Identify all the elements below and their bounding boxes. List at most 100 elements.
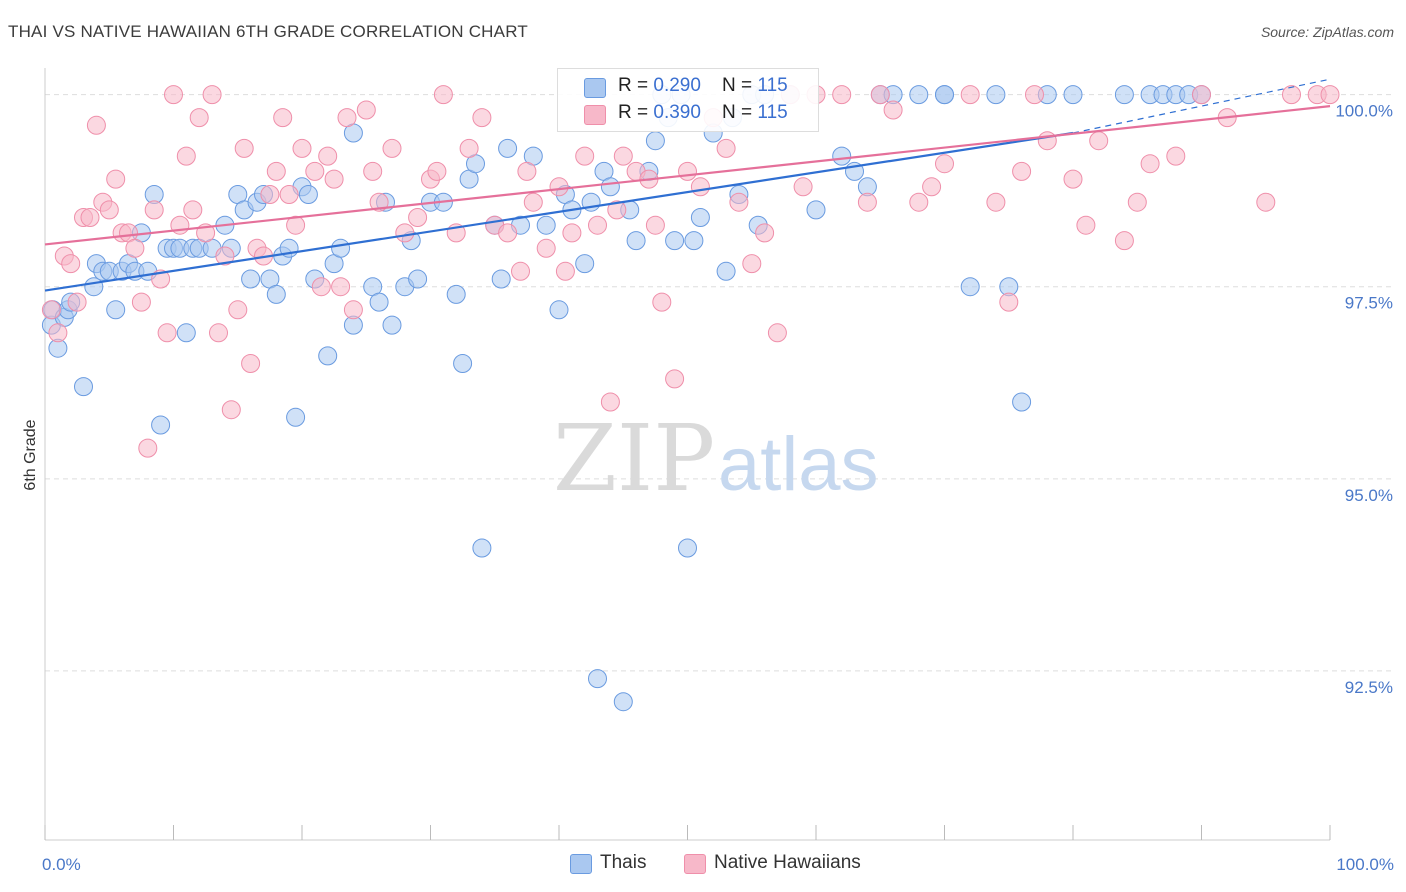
hawaiians-swatch <box>584 105 606 125</box>
hawaiians-point <box>1089 131 1109 151</box>
thais-point <box>286 407 306 427</box>
hawaiians-point <box>999 292 1019 312</box>
legend-thais-swatch <box>570 854 592 874</box>
hawaiians-point <box>498 223 518 243</box>
thais-point <box>318 346 338 366</box>
hawaiians-point <box>318 146 338 166</box>
hawaiians-point <box>549 177 569 197</box>
thais-point <box>453 354 473 373</box>
hawaiians-point <box>600 392 620 412</box>
hawaiians-point <box>716 138 736 158</box>
hawaiians-point <box>1256 192 1276 212</box>
chart-title: THAI VS NATIVE HAWAIIAN 6TH GRADE CORREL… <box>8 22 528 41</box>
hawaiians-r-label: R = <box>618 102 654 123</box>
hawaiians-point <box>1140 154 1160 174</box>
thais-point <box>716 261 736 281</box>
hawaiians-point <box>1192 85 1211 105</box>
thais-r-value: 0.290 <box>653 75 701 96</box>
thais-n-value: 115 <box>757 75 788 96</box>
hawaiians-point <box>260 185 280 204</box>
hawaiians-point <box>1037 131 1057 151</box>
hawaiians-point <box>234 138 254 158</box>
watermark-zip: ZIP <box>553 405 715 512</box>
hawaiians-point <box>382 138 402 158</box>
hawaiians-point <box>1166 146 1186 166</box>
hawaiians-point <box>755 223 775 243</box>
thais-point <box>909 85 929 105</box>
hawaiians-point <box>41 300 61 320</box>
hawaiians-point <box>273 108 293 128</box>
axis-layer: 100.0% 97.5% 95.0% 92.5% <box>44 68 1393 841</box>
hawaiians-point <box>324 169 344 189</box>
hawaiians-point <box>221 400 241 420</box>
hawaiians-point <box>678 161 697 181</box>
hawaiians-point <box>67 292 87 312</box>
hawaiians-point <box>665 369 685 389</box>
thais-point <box>549 300 569 320</box>
hawaiians-point <box>343 300 363 320</box>
hawaiians-point <box>562 223 582 243</box>
hawaiians-point <box>48 323 68 343</box>
thais-point <box>678 538 697 558</box>
y-tick-label: 97.5% <box>1345 294 1393 313</box>
hawaiians-point <box>144 200 164 220</box>
hawaiians-n-label: N = <box>722 102 758 123</box>
hawaiians-point <box>883 100 903 120</box>
thais-point <box>298 185 318 204</box>
x-tick-right: 100.0% <box>1336 855 1394 874</box>
hawaiians-r-value: 0.390 <box>653 102 701 123</box>
x-tick-left: 0.0% <box>42 855 81 874</box>
hawaiians-point <box>86 115 106 135</box>
thais-point <box>74 377 93 397</box>
hawaiians-point <box>356 100 376 120</box>
hawaiians-point <box>607 200 627 220</box>
hawaiians-point <box>106 169 126 189</box>
trend-layer <box>44 78 1331 292</box>
hawaiians-point <box>690 177 710 197</box>
series-legend: Thais Native Hawaiians <box>0 852 1406 878</box>
y-tick-label: 92.5% <box>1345 678 1393 697</box>
hawaiians-point <box>337 108 357 128</box>
hawaiians-point <box>555 261 575 281</box>
hawaiians-point <box>645 215 665 235</box>
hawaiians-point <box>305 161 325 181</box>
thais-point <box>690 208 710 227</box>
thais-point <box>106 300 126 320</box>
grid-layer <box>45 94 1393 672</box>
thais-point <box>1114 85 1134 105</box>
thais-point <box>446 284 466 304</box>
thais-point <box>665 231 685 251</box>
hawaiians-point <box>935 154 954 174</box>
watermark-atlas: atlas <box>718 422 879 507</box>
hawaiians-point <box>241 354 261 373</box>
hawaiians-point <box>857 192 877 212</box>
hawaiians-point <box>164 85 183 105</box>
hawaiians-point <box>459 138 479 158</box>
hawaiians-point <box>189 108 209 128</box>
hawaiians-point <box>408 208 428 227</box>
hawaiians-point <box>1025 85 1044 105</box>
hawaiians-point <box>922 177 942 197</box>
thais-point <box>806 200 826 220</box>
hawaiians-point <box>909 192 929 212</box>
hawaiians-point <box>80 208 100 227</box>
legend-hawaiians-label: Native Hawaiians <box>714 852 861 873</box>
hawaiians-n-value: 115 <box>757 102 788 123</box>
hawaiians-point <box>1063 169 1083 189</box>
thais-point <box>382 315 402 335</box>
hawaiians-point <box>427 161 447 181</box>
hawaiians-point <box>369 192 389 212</box>
thais-point <box>331 238 351 258</box>
thais-point <box>241 269 261 289</box>
hawaiians-point <box>286 215 306 235</box>
thais-point <box>408 269 428 289</box>
thais-n-label: N = <box>722 75 758 96</box>
points-layer <box>41 85 1340 712</box>
thais-point <box>613 692 633 712</box>
hawaiians-point <box>870 85 890 105</box>
thais-point <box>176 323 196 343</box>
hawaiians-point <box>279 185 299 204</box>
hawaiians-point <box>395 223 415 243</box>
hawaiians-point <box>575 146 595 166</box>
hawaiians-point <box>228 300 248 320</box>
